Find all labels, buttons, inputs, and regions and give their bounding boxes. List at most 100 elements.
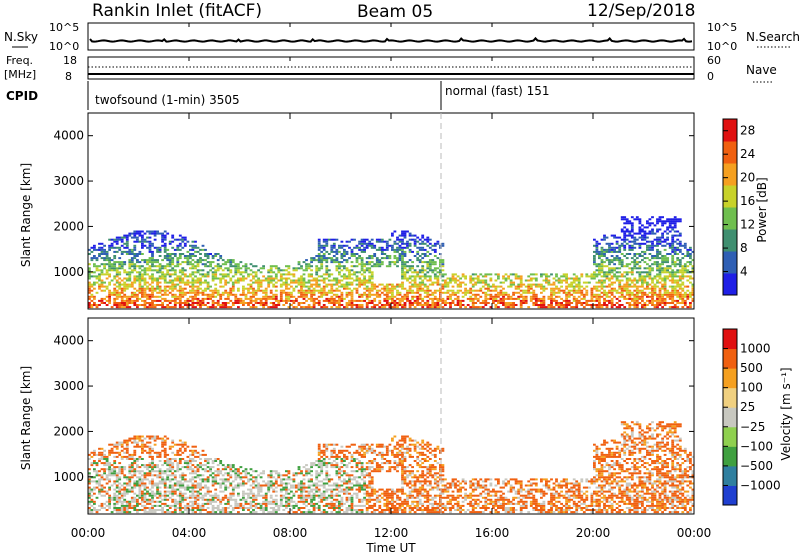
heatmap-cell: [540, 288, 543, 290]
heatmap-cell: [515, 273, 518, 275]
heatmap-cell: [391, 245, 394, 247]
heatmap-cell: [176, 263, 179, 265]
colorbar-tick-label: 16: [740, 194, 755, 208]
heatmap-cell: [394, 306, 397, 308]
heatmap-cell: [618, 261, 621, 263]
heatmap-cell: [611, 251, 614, 253]
heatmap-cell: [101, 452, 104, 454]
heatmap-cell: [217, 263, 220, 265]
heatmap-cell: [404, 278, 407, 280]
heatmap-cell: [389, 288, 392, 290]
heatmap-cell: [517, 298, 520, 300]
heatmap-cell: [323, 278, 326, 280]
heatmap-cell: [343, 273, 346, 275]
heatmap-cell: [128, 259, 131, 261]
heatmap-cell: [285, 286, 288, 288]
heatmap-cell: [247, 302, 250, 304]
heatmap-cell: [209, 503, 212, 505]
heatmap-cell: [366, 288, 369, 290]
heatmap-cell: [197, 290, 200, 292]
heatmap-cell: [133, 235, 136, 237]
heatmap-cell: [512, 306, 515, 308]
heatmap-cell: [197, 271, 200, 273]
heatmap-cell: [176, 245, 179, 247]
heatmap-cell: [146, 472, 149, 474]
heatmap-cell: [583, 296, 586, 298]
heatmap-cell: [194, 495, 197, 497]
heatmap-cell: [505, 294, 508, 296]
heatmap-cell: [156, 489, 159, 491]
heatmap-cell: [179, 245, 182, 247]
heatmap-cell: [686, 294, 689, 296]
heatmap-cell: [315, 259, 318, 261]
heatmap-cell: [174, 294, 177, 296]
heatmap-cell: [126, 450, 129, 452]
heatmap-cell: [603, 261, 606, 263]
heatmap-cell: [681, 257, 684, 259]
heatmap-cell: [151, 483, 154, 485]
heatmap-cell: [164, 440, 167, 442]
heatmap-cell: [116, 273, 119, 275]
heatmap-cell: [540, 284, 543, 286]
heatmap-cell: [280, 300, 283, 302]
heatmap-cell: [686, 269, 689, 271]
heatmap-cell: [318, 259, 321, 261]
heatmap-cell: [126, 235, 129, 237]
heatmap-cell: [159, 233, 162, 235]
heatmap-cell: [139, 267, 142, 269]
heatmap-cell: [575, 280, 578, 282]
heatmap-cell: [341, 241, 344, 243]
heatmap-cell: [434, 302, 437, 304]
heatmap-cell: [151, 493, 154, 495]
heatmap-cell: [189, 468, 192, 470]
nave-tick-top: 60: [707, 54, 721, 67]
heatmap-cell: [161, 446, 164, 448]
heatmap-cell: [202, 509, 205, 511]
heatmap-cell: [560, 298, 563, 300]
heatmap-cell: [192, 511, 195, 513]
heatmap-cell: [121, 251, 124, 253]
heatmap-cell: [404, 267, 407, 269]
heatmap-cell: [300, 267, 303, 269]
heatmap-cell: [171, 257, 174, 259]
heatmap-cell: [442, 298, 445, 300]
heatmap-cell: [260, 271, 263, 273]
heatmap-cell: [611, 271, 614, 273]
heatmap-cell: [671, 263, 674, 265]
heatmap-cell: [639, 292, 642, 294]
heatmap-cell: [323, 294, 326, 296]
heatmap-cell: [550, 304, 553, 306]
heatmap-cell: [111, 259, 114, 261]
heatmap-cell: [118, 511, 121, 513]
heatmap-cell: [386, 241, 389, 243]
heatmap-cell: [194, 286, 197, 288]
heatmap-cell: [179, 474, 182, 476]
heatmap-cell: [290, 294, 293, 296]
heatmap-cell: [598, 255, 601, 257]
heatmap-cell: [575, 306, 578, 308]
heatmap-cell: [106, 483, 109, 485]
heatmap-cell: [510, 280, 513, 282]
heatmap-cell: [346, 282, 349, 284]
heatmap-cell: [139, 470, 142, 472]
heatmap-cell: [176, 261, 179, 263]
heatmap-cell: [275, 294, 278, 296]
heatmap-cell: [580, 275, 583, 277]
heatmap-cell: [192, 509, 195, 511]
heatmap-cell: [141, 269, 144, 271]
heatmap-cell: [318, 239, 321, 241]
heatmap-cell: [169, 480, 172, 482]
heatmap-cell: [419, 282, 422, 284]
heatmap-cell: [118, 476, 121, 478]
heatmap-cell: [623, 241, 626, 243]
heatmap-cell: [578, 296, 581, 298]
heatmap-cell: [202, 464, 205, 466]
heatmap-cell: [98, 265, 101, 267]
heatmap-cell: [659, 220, 662, 222]
heatmap-cell: [298, 296, 301, 298]
heatmap-cell: [373, 306, 376, 308]
heatmap-cell: [421, 304, 424, 306]
heatmap-cell: [676, 239, 679, 241]
heatmap-cell: [621, 265, 624, 267]
heatmap-cell: [565, 278, 568, 280]
